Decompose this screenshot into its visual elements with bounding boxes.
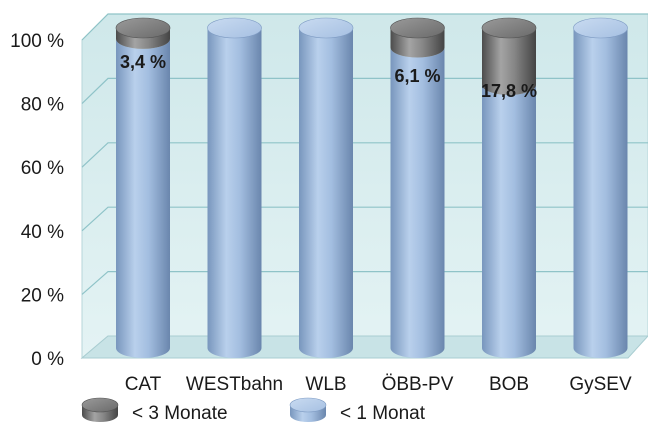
y-tick-label: 20 % <box>21 285 64 306</box>
gridlines <box>81 13 648 295</box>
bar-cap-westbahn <box>207 17 262 39</box>
y-tick-label: 0 % <box>31 349 64 370</box>
bar-westbahn <box>207 17 262 358</box>
bar-segment-3-monate-cat <box>116 28 170 49</box>
bar-cap-bob <box>481 17 537 39</box>
bar-bob <box>481 17 537 359</box>
x-tick-label-wlb: WLB <box>305 374 346 395</box>
gridline-80 <box>81 77 648 105</box>
gridline-60 <box>81 142 648 168</box>
x-tick-label-bob: BOB <box>489 374 529 395</box>
bar-segment-3-monate-bb-pv <box>390 28 445 58</box>
gridline-100 <box>81 13 648 41</box>
y-tick-label: 100 % <box>10 31 64 52</box>
bar-cap-gysev <box>573 17 628 39</box>
bar-segment-1-monat-bb-pv <box>390 47 445 359</box>
bar-segment-1-monat-cat <box>116 38 170 358</box>
data-labels: 3,4 % 6,1 % 17,8 % <box>120 52 537 101</box>
x-axis-ticks: CAT WESTbahn WLB ÖBB-PV BOB GySEV <box>125 374 632 395</box>
legend-item-1-monat: < 1 Monat <box>289 397 426 424</box>
bar-segment-3-monate-bob <box>482 28 536 95</box>
bar-cap-bb-pv <box>390 17 445 39</box>
y-tick-label: 40 % <box>21 222 64 243</box>
bar-gysev <box>573 17 628 358</box>
bar-segment-1-monat-wlb <box>299 28 353 358</box>
y-axis-ticks: 0 % 20 % 40 % 60 % 80 % 100 % <box>10 31 64 370</box>
y-tick-label: 60 % <box>21 158 64 179</box>
x-tick-label-gysev: GySEV <box>569 374 632 395</box>
bar-segment-1-monat-gysev <box>573 28 628 358</box>
x-tick-label-cat: CAT <box>125 374 162 395</box>
legend-label: < 1 Monat <box>340 403 426 424</box>
legend-swatch-cap <box>81 397 119 413</box>
bar-cat <box>115 17 171 358</box>
x-tick-label-bb-pv: ÖBB-PV <box>382 374 454 395</box>
data-label-cat: 3,4 % <box>120 52 166 72</box>
x-tick-label-westbahn: WESTbahn <box>186 374 283 395</box>
bar-bb-pv <box>390 17 445 359</box>
data-label-bb-pv: 6,1 % <box>394 66 440 86</box>
bars <box>115 17 628 359</box>
gridline-20 <box>81 271 648 295</box>
legend: < 3 Monate < 1 Monat <box>81 397 426 424</box>
legend-item-3-monate: < 3 Monate <box>81 397 228 424</box>
bar-cap-cat <box>115 17 171 39</box>
bar-segment-1-monat-westbahn <box>207 28 262 358</box>
data-label-bob: 17,8 % <box>481 81 537 101</box>
gridline-40 <box>81 206 648 232</box>
bar-segment-1-monat-bob <box>482 84 536 359</box>
legend-label: < 3 Monate <box>132 403 228 424</box>
y-tick-label: 80 % <box>21 95 64 116</box>
legend-swatch-cap <box>289 397 327 413</box>
bar-wlb <box>298 17 354 358</box>
bar-cap-wlb <box>298 17 354 39</box>
